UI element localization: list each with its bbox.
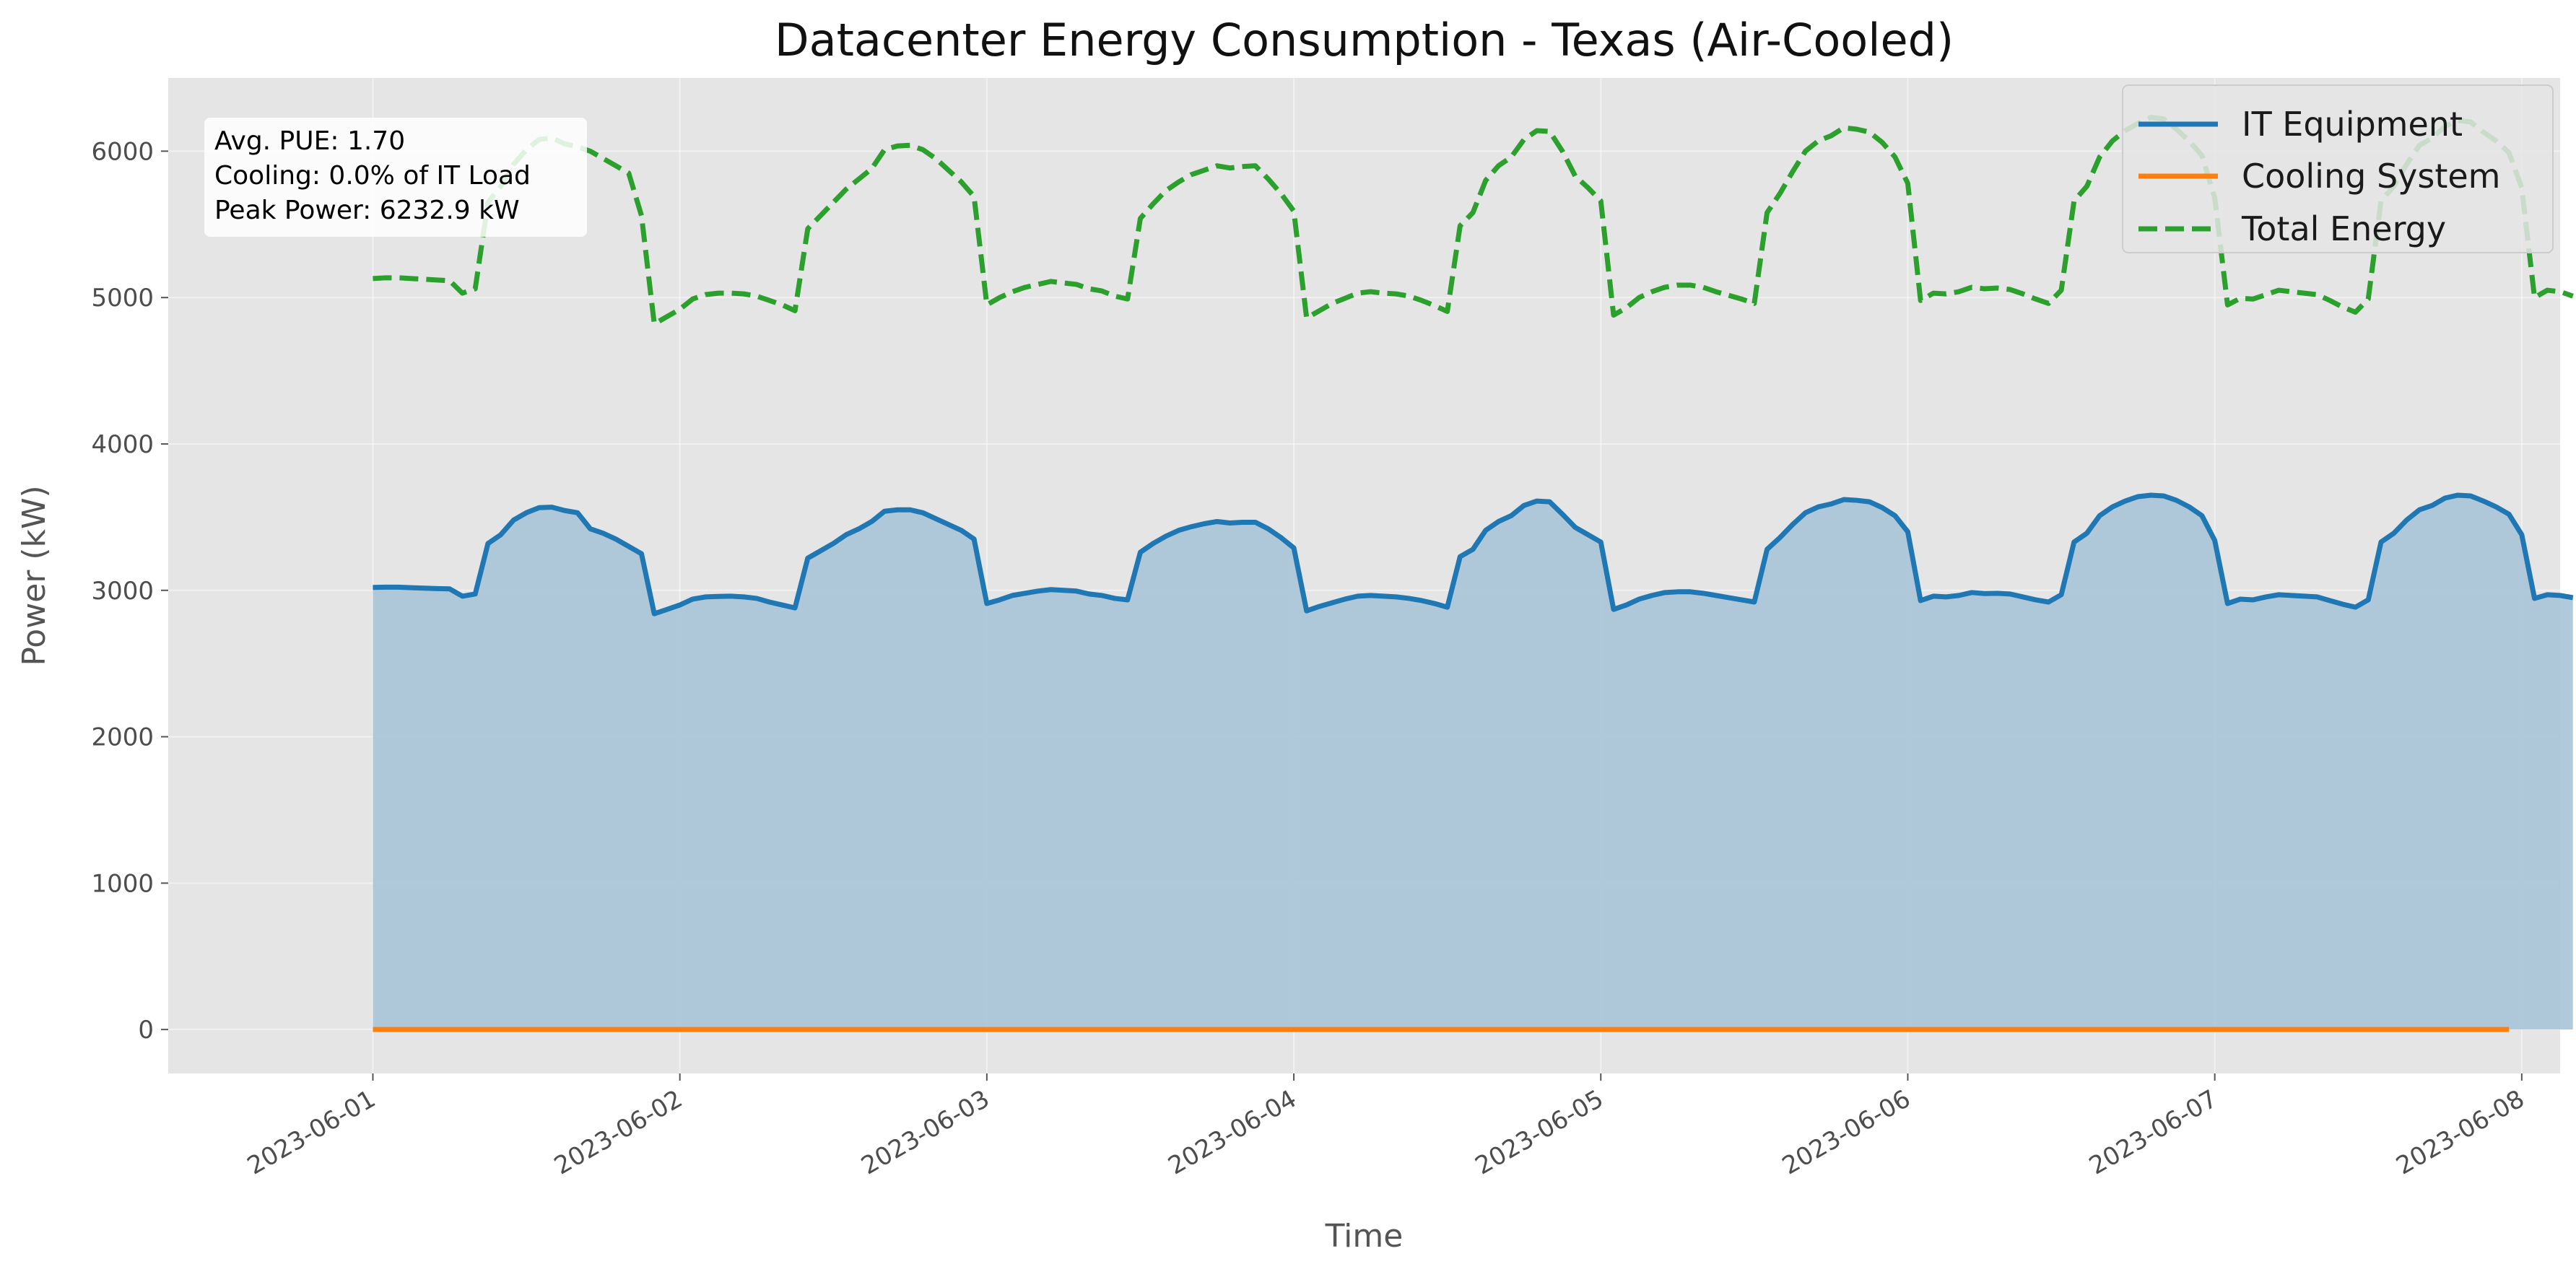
chart-title: Datacenter Energy Consumption - Texas (A… (775, 14, 1954, 66)
annotation-line-pue: Avg. PUE: 1.70 (214, 126, 405, 156)
legend-label-cooling-system: Cooling System (2242, 157, 2500, 196)
y-tick-label: 0 (138, 1016, 154, 1045)
annotation-box: Avg. PUE: 1.70 Cooling: 0.0% of IT Load … (204, 118, 587, 237)
legend: IT Equipment Cooling System Total Energy (2122, 84, 2554, 253)
annotation-line-peak: Peak Power: 6232.9 kW (214, 196, 520, 225)
x-axis-label: Time (1325, 1218, 1404, 1255)
legend-background (2122, 84, 2554, 253)
legend-label-it-equipment: IT Equipment (2242, 105, 2463, 144)
it-equipment-area-fill (373, 494, 2573, 1030)
y-axis-label: Power (kW) (16, 485, 53, 666)
series-layer (373, 115, 2574, 1032)
annotation-line-cooling: Cooling: 0.0% of IT Load (214, 161, 531, 191)
y-tick-label: 6000 (91, 137, 154, 166)
y-tick-label: 5000 (91, 284, 154, 313)
annotation-background (204, 118, 587, 237)
y-tick-label: 2000 (91, 723, 154, 752)
y-tick-label: 1000 (91, 869, 154, 898)
legend-label-total-energy: Total Energy (2241, 209, 2446, 248)
y-tick-label: 4000 (91, 430, 154, 459)
it-equipment-line (373, 492, 2574, 616)
y-tick-label: 3000 (91, 577, 154, 606)
